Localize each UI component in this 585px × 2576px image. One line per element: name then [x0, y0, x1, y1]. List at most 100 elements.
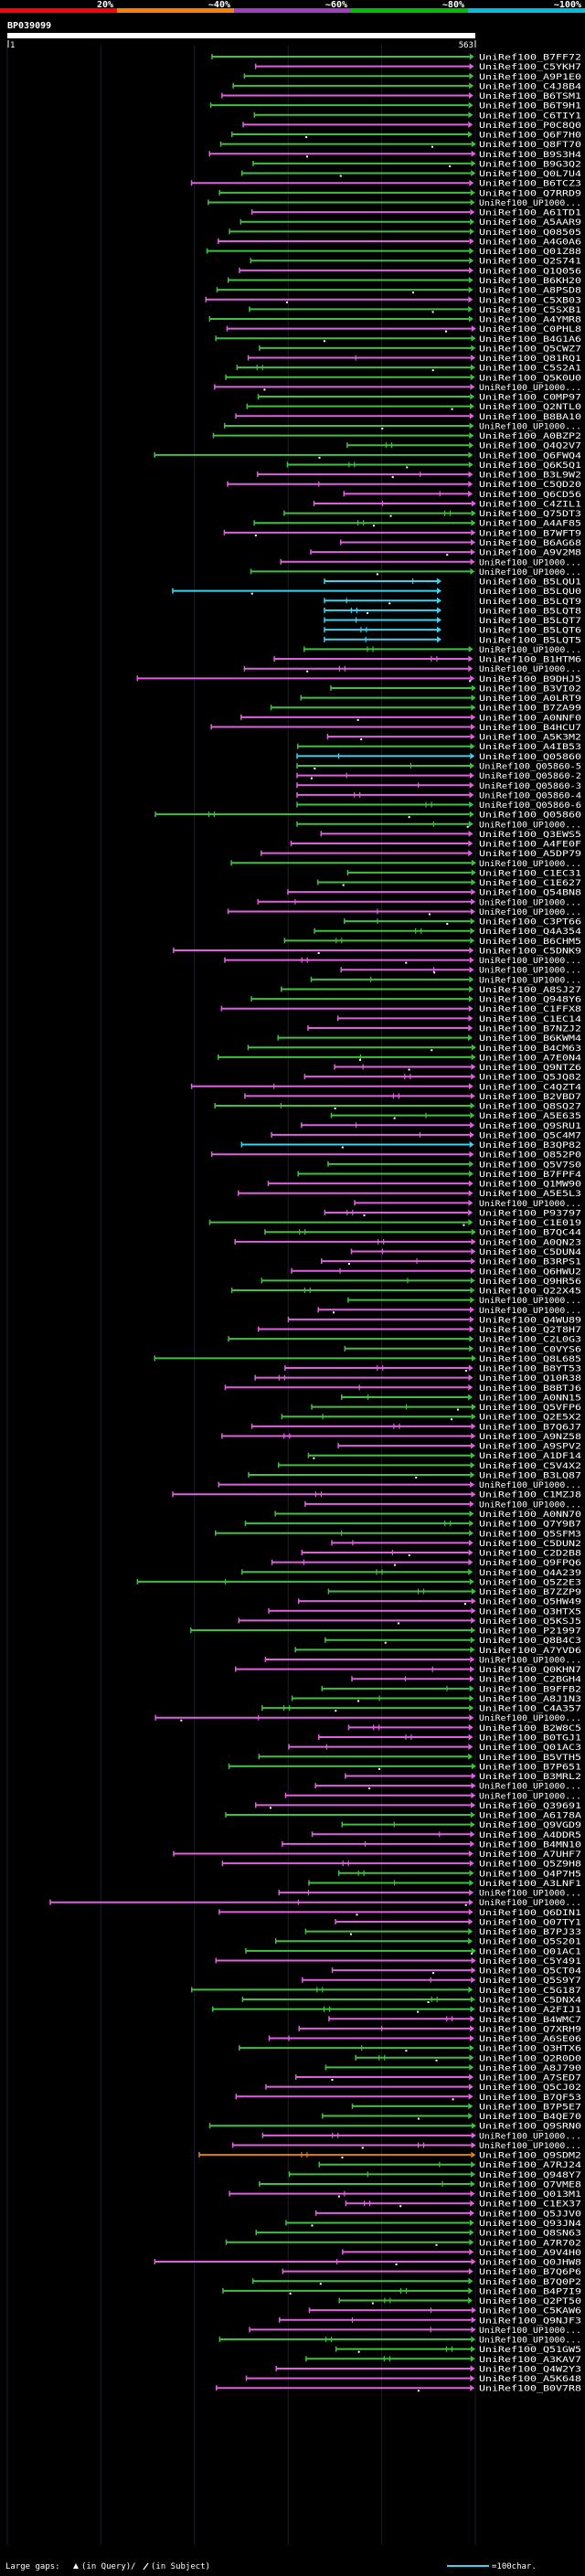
hit-row[interactable]: UniRef100_B3VI02 — [330, 684, 581, 694]
hit-label[interactable]: UniRef100_Q5JJV0 — [479, 2210, 581, 2219]
hit-row[interactable]: UniRef100_B7FPF4 — [297, 1170, 581, 1180]
hit-label[interactable]: UniRef100_B4CM63 — [479, 1044, 581, 1054]
hit-label[interactable]: UniRef100_Q2R0D0 — [479, 2054, 581, 2063]
hit-label[interactable]: UniRef100_Q1Q056 — [479, 267, 581, 276]
hit-row[interactable]: UniRef100_UP1000... — [49, 1899, 581, 1908]
hit-row[interactable]: UniRef100_A0BZP2 — [212, 432, 581, 441]
hit-row[interactable]: UniRef100_UP1000... — [303, 645, 581, 655]
hit-label[interactable]: UniRef100_Q7RRD9 — [479, 189, 581, 198]
hit-row[interactable]: UniRef100_Q07TY1 — [335, 1918, 581, 1927]
hit-label[interactable]: UniRef100_Q852P0 — [479, 1151, 581, 1161]
hit-label[interactable]: UniRef100_Q5Z9H8 — [479, 1860, 581, 1870]
hit-row[interactable]: UniRef100_UP1000... — [223, 422, 581, 431]
hit-label[interactable]: UniRef100_C5QD20 — [479, 481, 581, 490]
hit-row[interactable]: UniRef100_Q6DIN1 — [218, 1908, 581, 1918]
hit-label[interactable]: UniRef100_Q5Z2E3 — [479, 1578, 581, 1587]
hit-label[interactable]: UniRef100_Q4Q2V7 — [479, 442, 581, 451]
hit-label[interactable]: UniRef100_B6KWM4 — [479, 1034, 581, 1044]
hit-row[interactable]: UniRef100_B5LQT6 — [324, 626, 581, 636]
hit-label[interactable]: UniRef100_B6TCZ3 — [479, 180, 581, 189]
hit-row[interactable]: UniRef100_Q01AC3 — [288, 1744, 581, 1753]
hit-row[interactable]: UniRef100_B3QP82 — [240, 1141, 581, 1150]
hit-row[interactable]: UniRef100_Q0KHN7 — [234, 1666, 581, 1675]
hit-row[interactable]: UniRef100_B4CM63 — [247, 1044, 581, 1054]
hit-row[interactable]: UniRef100_A4DDR5 — [311, 1830, 581, 1840]
hit-label[interactable]: UniRef100_Q8SN63 — [479, 2230, 581, 2239]
hit-label[interactable]: UniRef100_UP1000... — [479, 1714, 581, 1723]
hit-label[interactable]: UniRef100_B7ZZP9 — [479, 1588, 581, 1597]
hit-label[interactable]: UniRef100_Q6HWU2 — [479, 1267, 581, 1277]
hit-row[interactable]: UniRef100_A1DF14 — [307, 1452, 581, 1461]
hit-label[interactable]: UniRef100_Q01AC1 — [479, 1947, 581, 1956]
hit-label[interactable]: UniRef100_B0V7R8 — [479, 2385, 581, 2394]
hit-label[interactable]: UniRef100_Q8SQ27 — [479, 1103, 581, 1112]
hit-row[interactable]: UniRef100_C5YKH7 — [254, 63, 581, 72]
hit-label[interactable]: UniRef100_B7QF53 — [479, 2094, 581, 2103]
hit-label[interactable]: UniRef100_Q4WU89 — [479, 1316, 581, 1325]
hit-row[interactable]: UniRef100_B3MRL2 — [345, 1773, 581, 1782]
hit-row[interactable]: UniRef100_C1EC31 — [346, 869, 581, 878]
hit-label[interactable]: UniRef100_Q4A239 — [479, 1569, 581, 1578]
hit-row[interactable]: UniRef100_A9V2M8 — [310, 548, 581, 558]
hit-label[interactable]: UniRef100_Q948Y7 — [479, 2171, 581, 2180]
hit-label[interactable]: UniRef100_Q9SDM2 — [479, 2152, 581, 2161]
hit-row[interactable]: UniRef100_Q5JQ82 — [303, 1073, 581, 1083]
hit-row[interactable]: UniRef100_B9FFB2 — [321, 1685, 581, 1694]
hit-row[interactable]: UniRef100_C1EC14 — [336, 1014, 581, 1024]
hit-label[interactable]: UniRef100_UP1000... — [479, 1307, 581, 1316]
hit-row[interactable]: UniRef100_Q7RRD9 — [218, 189, 581, 198]
hit-label[interactable]: UniRef100_A9SPV2 — [479, 1443, 581, 1452]
hit-row[interactable]: UniRef100_B8BTJ6 — [224, 1383, 581, 1394]
hit-label[interactable]: UniRef100_Q8B4C3 — [479, 1637, 581, 1646]
hit-label[interactable]: UniRef100_UP1000... — [479, 898, 581, 907]
hit-label[interactable]: UniRef100_Q9SRN0 — [479, 2123, 581, 2132]
hit-row[interactable]: UniRef100_Q013M1 — [229, 2190, 581, 2200]
hit-row[interactable]: UniRef100_UP1000... — [230, 859, 581, 869]
hit-row[interactable]: UniRef100_UP1000... — [354, 1199, 581, 1209]
hit-row[interactable]: UniRef100_Q852P0 — [210, 1150, 581, 1161]
hit-label[interactable]: UniRef100_Q05860 — [479, 753, 581, 762]
hit-row[interactable]: UniRef100_A61TD1 — [250, 208, 581, 218]
hit-row[interactable]: UniRef100_C1E019 — [208, 1219, 581, 1228]
hit-label[interactable]: UniRef100_A6SE06 — [479, 2035, 581, 2044]
hit-label[interactable]: UniRef100_A7E0N4 — [479, 1054, 581, 1063]
hit-row[interactable]: UniRef100_A8J790 — [324, 2063, 581, 2073]
hit-row[interactable]: UniRef100_B4MN10 — [282, 1840, 581, 1850]
hit-row[interactable]: UniRef100_A5E635 — [330, 1112, 581, 1121]
hit-label[interactable]: UniRef100_Q4W2Y3 — [479, 2365, 581, 2374]
hit-row[interactable]: UniRef100_B6TCZ3 — [190, 179, 581, 189]
hit-row[interactable]: UniRef100_C1MZJ8 — [172, 1490, 581, 1500]
hit-row[interactable]: UniRef100_B4HCU7 — [210, 723, 581, 733]
hit-row[interactable]: UniRef100_Q2T8H7 — [258, 1326, 581, 1335]
hit-row[interactable]: UniRef100_Q05860-3 — [296, 781, 581, 791]
hit-row[interactable]: UniRef100_Q7Y9B7 — [244, 1520, 581, 1530]
hit-row[interactable]: UniRef100_C5V4X2 — [277, 1461, 581, 1471]
hit-label[interactable]: UniRef100_B3L9W2 — [479, 472, 581, 481]
hit-label[interactable]: UniRef100_B7WFT9 — [479, 529, 581, 538]
hit-label[interactable]: UniRef100_A8SJ27 — [479, 986, 581, 995]
hit-row[interactable]: UniRef100_UP1000... — [340, 966, 581, 976]
hit-row[interactable]: UniRef100_B5LQU0 — [172, 588, 581, 597]
hit-row[interactable]: UniRef100_C5DNK9 — [173, 947, 581, 956]
hit-label[interactable]: UniRef100_A3LNF1 — [479, 1880, 581, 1889]
hit-label[interactable]: UniRef100_C0MP97 — [479, 394, 581, 403]
hit-row[interactable]: UniRef100_Q5CJ02 — [265, 2083, 581, 2093]
hit-label[interactable]: UniRef100_B4G1A6 — [479, 335, 581, 345]
hit-label[interactable]: UniRef100_UP1000... — [479, 384, 581, 393]
hit-row[interactable]: UniRef100_B5VTH5 — [258, 1753, 581, 1763]
hit-label[interactable]: UniRef100_Q7Y9B7 — [479, 1521, 581, 1530]
hit-label[interactable]: UniRef100_B6KH20 — [479, 277, 581, 286]
hit-row[interactable]: UniRef100_Q8FT70 — [219, 141, 581, 150]
hit-label[interactable]: UniRef100_Q4P7H5 — [479, 1870, 581, 1879]
hit-label[interactable]: UniRef100_A5E5L3 — [479, 1190, 581, 1199]
hit-label[interactable]: UniRef100_Q9VGD9 — [479, 1821, 581, 1830]
hit-row[interactable]: UniRef100_C5QD20 — [227, 481, 581, 490]
hit-row[interactable]: UniRef100_Q05860-6 — [296, 801, 581, 811]
hit-row[interactable]: UniRef100_UP1000... — [261, 2132, 581, 2141]
hit-label[interactable]: UniRef100_UP1000... — [479, 2132, 581, 2141]
hit-row[interactable]: UniRef100_C5DUN4 — [350, 1247, 581, 1257]
hit-label[interactable]: UniRef100_Q2PT50 — [479, 2297, 581, 2306]
hit-label[interactable]: UniRef100_Q05860-6 — [479, 801, 581, 811]
hit-label[interactable]: UniRef100_A9P1E0 — [479, 73, 581, 82]
hit-row[interactable]: UniRef100_Q4A354 — [314, 928, 581, 937]
